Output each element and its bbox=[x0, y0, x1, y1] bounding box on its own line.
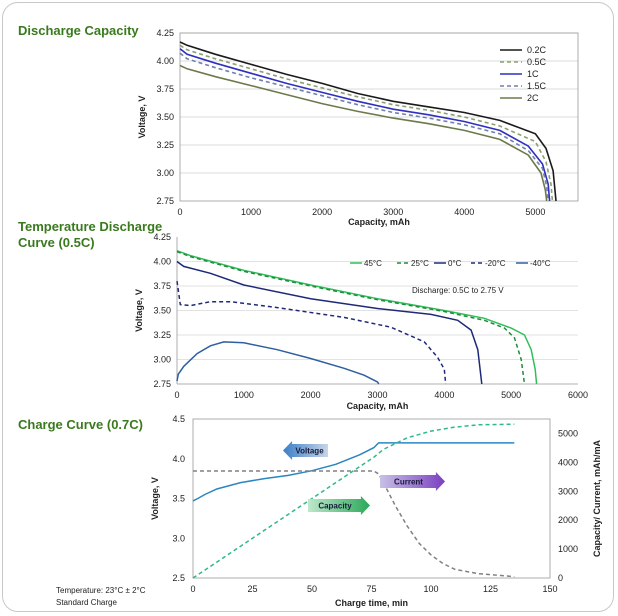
c2-x-tick-label: 6000 bbox=[568, 390, 588, 400]
c1-legend-label: 2C bbox=[527, 93, 539, 103]
c2-series--40°C bbox=[176, 341, 380, 385]
c3-x-tick-label: 100 bbox=[423, 584, 438, 594]
c2-legend-label: -40°C bbox=[530, 259, 551, 268]
c3-y2-tick-label: 4000 bbox=[558, 457, 578, 467]
c1-series-2C bbox=[179, 64, 548, 202]
c3-series-Capacity bbox=[192, 423, 515, 579]
voltage-annotation-arrow-label: Voltage bbox=[295, 447, 324, 456]
c1-x-tick-label: 2000 bbox=[312, 207, 332, 217]
discharge-capacity-title: Discharge Capacity bbox=[18, 23, 139, 38]
c2-legend-label: -20°C bbox=[485, 259, 506, 268]
c2-x-tick-label: 5000 bbox=[501, 390, 521, 400]
c1-series-0.5C bbox=[179, 44, 554, 202]
footer-temperature: Temperature: 23°C ± 2°C bbox=[56, 586, 146, 595]
c2-x-tick-label: 4000 bbox=[434, 390, 454, 400]
c1-y-tick-label: 3.25 bbox=[156, 140, 174, 150]
c2-x-axis-label: Capacity, mAh bbox=[347, 401, 409, 411]
c2-series-25°C bbox=[176, 250, 526, 385]
temperature-discharge-title-line1: Temperature Discharge bbox=[18, 219, 163, 234]
c2-y-axis-label: Voltage, V bbox=[134, 289, 144, 332]
c2-y-tick-label: 4.00 bbox=[153, 257, 171, 267]
c2-legend-label: 25°C bbox=[411, 259, 429, 268]
c2-y-tick-label: 2.75 bbox=[153, 379, 171, 389]
c3-x-tick-label: 0 bbox=[190, 584, 195, 594]
c3-y-axis-label: Voltage, V bbox=[150, 477, 160, 520]
c3-y2-tick-label: 1000 bbox=[558, 544, 578, 554]
c3-series-Voltage bbox=[192, 442, 515, 502]
current-annotation-arrow-shape bbox=[380, 472, 445, 491]
c1-series-0.2C bbox=[179, 41, 557, 202]
c3-x-tick-label: 50 bbox=[307, 584, 317, 594]
c1-y-tick-label: 4.00 bbox=[156, 56, 174, 66]
c3-series-Current bbox=[193, 470, 515, 578]
c3-y2-tick-label: 5000 bbox=[558, 428, 578, 438]
c3-y-tick-label: 4.0 bbox=[172, 454, 185, 464]
capacity-annotation-arrow-label: Capacity bbox=[318, 502, 352, 511]
c2-y-tick-label: 3.00 bbox=[153, 355, 171, 365]
c2-y-tick-label: 4.25 bbox=[153, 232, 171, 242]
c1-x-tick-label: 0 bbox=[177, 207, 182, 217]
c3-y2-axis-label: Capacity/ Current, mAh/mA bbox=[592, 439, 602, 557]
voltage-annotation-arrow-shape bbox=[283, 441, 328, 460]
c1-x-tick-label: 1000 bbox=[241, 207, 261, 217]
footer-standard-charge: Standard Charge bbox=[56, 598, 117, 607]
c3-y2-tick-label: 0 bbox=[558, 573, 563, 583]
c2-y-tick-label: 3.75 bbox=[153, 281, 171, 291]
c1-x-tick-label: 4000 bbox=[454, 207, 474, 217]
c1-legend-label: 1C bbox=[527, 69, 539, 79]
c2-y-tick-label: 3.50 bbox=[153, 306, 171, 316]
c1-y-tick-label: 3.00 bbox=[156, 168, 174, 178]
c2-legend-label: 45°C bbox=[364, 259, 382, 268]
c1-plot-frame bbox=[179, 32, 579, 202]
c3-x-tick-label: 125 bbox=[483, 584, 498, 594]
c3-x-axis-label: Charge time, min bbox=[335, 598, 408, 608]
c2-series-0°C bbox=[176, 260, 483, 385]
c3-x-tick-label: 25 bbox=[247, 584, 257, 594]
c3-y2-tick-label: 2000 bbox=[558, 515, 578, 525]
c1-y-axis-label: Voltage, V bbox=[137, 96, 147, 139]
c3-x-tick-label: 75 bbox=[366, 584, 376, 594]
c1-legend-label: 1.5C bbox=[527, 81, 547, 91]
c1-series-1C bbox=[179, 48, 551, 202]
c3-y-tick-label: 3.5 bbox=[172, 494, 185, 504]
c2-x-tick-label: 1000 bbox=[234, 390, 254, 400]
c2-x-tick-label: 0 bbox=[174, 390, 179, 400]
voltage-annotation-arrow: Voltage bbox=[283, 441, 328, 460]
c1-y-tick-label: 3.50 bbox=[156, 112, 174, 122]
c2-legend-label: 0°C bbox=[448, 259, 462, 268]
current-annotation-arrow-label: Current bbox=[394, 478, 423, 487]
c1-legend-label: 0.5C bbox=[527, 57, 547, 67]
c2-series--20°C bbox=[176, 280, 447, 385]
c3-y-tick-label: 3.0 bbox=[172, 533, 185, 543]
c3-y-tick-label: 2.5 bbox=[172, 573, 185, 583]
c2-y-tick-label: 3.25 bbox=[153, 330, 171, 340]
c1-y-tick-label: 3.75 bbox=[156, 84, 174, 94]
charge-curve-title: Charge Curve (0.7C) bbox=[18, 417, 143, 432]
c1-legend-label: 0.2C bbox=[527, 45, 547, 55]
c2-x-tick-label: 3000 bbox=[367, 390, 387, 400]
c1-x-tick-label: 5000 bbox=[525, 207, 545, 217]
c2-series-45°C bbox=[176, 249, 538, 385]
c3-y2-tick-label: 3000 bbox=[558, 486, 578, 496]
c1-y-tick-label: 4.25 bbox=[156, 28, 174, 38]
c3-x-tick-label: 150 bbox=[542, 584, 557, 594]
c3-plot-frame bbox=[192, 418, 551, 579]
c2-annotation-discharge: Discharge: 0.5C to 2.75 V bbox=[412, 286, 504, 295]
c3-y-tick-label: 4.5 bbox=[172, 414, 185, 424]
c1-series-1.5C bbox=[179, 52, 549, 202]
c2-x-tick-label: 2000 bbox=[301, 390, 321, 400]
c1-x-tick-label: 3000 bbox=[383, 207, 403, 217]
capacity-annotation-arrow: Capacity bbox=[308, 496, 370, 515]
current-annotation-arrow: Current bbox=[380, 472, 445, 491]
c1-x-axis-label: Capacity, mAh bbox=[348, 217, 410, 227]
temperature-discharge-title-line2: Curve (0.5C) bbox=[18, 235, 95, 250]
c1-y-tick-label: 2.75 bbox=[156, 196, 174, 206]
capacity-annotation-arrow-shape bbox=[308, 496, 370, 515]
